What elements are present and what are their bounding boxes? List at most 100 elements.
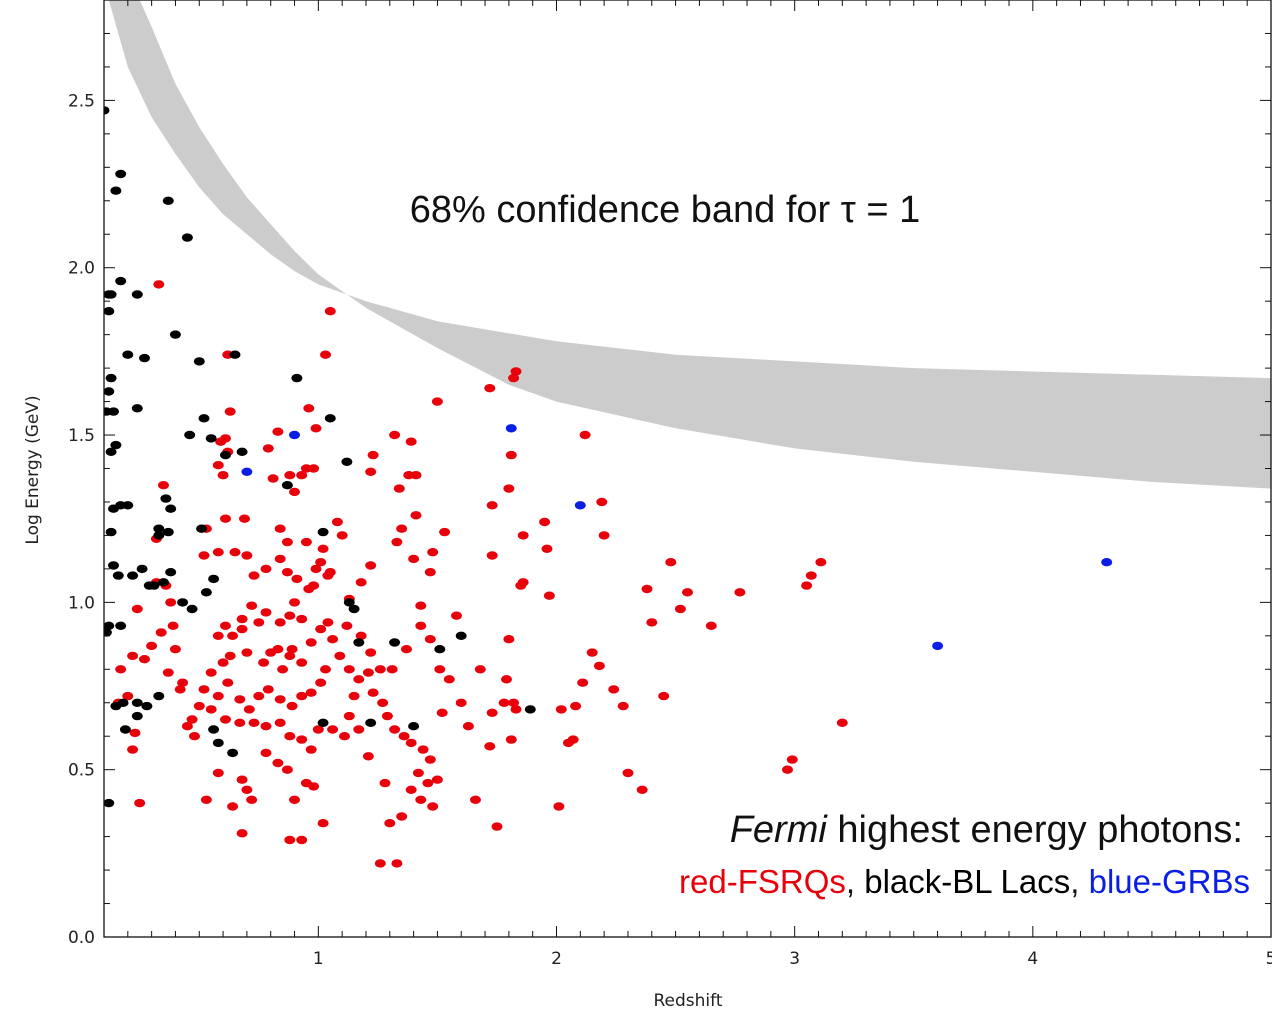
data-point-bl-lacs — [153, 524, 165, 533]
data-point-fsrqs — [415, 795, 427, 804]
data-point-fsrqs — [553, 802, 565, 811]
data-point-fsrqs — [486, 551, 498, 560]
data-point-fsrqs — [258, 658, 270, 667]
data-point-fsrqs — [539, 517, 551, 527]
data-point-fsrqs — [246, 795, 258, 804]
data-point-fsrqs — [424, 755, 436, 764]
data-point-fsrqs — [401, 645, 412, 654]
data-point-bl-lacs — [119, 725, 131, 734]
band-annotation: 68% confidence band for τ = 1 — [410, 189, 920, 231]
data-point-fsrqs — [317, 544, 329, 553]
data-point-fsrqs — [260, 608, 272, 617]
data-point-fsrqs — [334, 651, 346, 661]
data-point-fsrqs — [289, 487, 300, 497]
data-point-fsrqs — [312, 725, 324, 734]
data-point-bl-lacs — [317, 527, 329, 537]
data-point-bl-lacs — [136, 564, 148, 574]
data-point-bl-lacs — [365, 718, 377, 727]
data-point-fsrqs — [398, 732, 410, 741]
data-point-fsrqs — [705, 621, 717, 630]
data-point-bl-lacs — [105, 373, 117, 383]
data-point-fsrqs — [391, 859, 403, 868]
data-point-fsrqs — [262, 444, 274, 453]
data-point-bl-lacs — [115, 169, 127, 179]
data-point-fsrqs — [365, 648, 377, 657]
x-tick-label: 5 — [1266, 949, 1272, 969]
data-point-fsrqs — [310, 564, 322, 574]
data-point-fsrqs — [286, 701, 298, 711]
legend-annotation-line1: Fermi highest energy photons: — [730, 809, 1243, 851]
data-point-bl-lacs — [110, 440, 122, 450]
data-point-fsrqs — [248, 718, 260, 727]
data-point-fsrqs — [229, 548, 241, 557]
x-axis-label: Redshift — [653, 991, 722, 1011]
data-point-fsrqs — [267, 474, 279, 483]
data-point-fsrqs — [641, 584, 653, 594]
data-point-fsrqs — [296, 691, 308, 701]
data-point-bl-lacs — [291, 373, 303, 383]
data-point-bl-lacs — [108, 407, 119, 416]
data-point-fsrqs — [367, 450, 379, 460]
data-point-bl-lacs — [122, 501, 134, 510]
data-point-bl-lacs — [348, 604, 360, 614]
data-point-fsrqs — [198, 551, 210, 560]
data-point-bl-lacs — [105, 290, 117, 299]
data-point-fsrqs — [227, 802, 239, 811]
fermi-italic: Fermi — [730, 809, 829, 851]
data-point-bl-lacs — [181, 233, 193, 242]
data-point-fsrqs — [284, 651, 296, 661]
data-point-fsrqs — [424, 568, 436, 577]
data-point-fsrqs — [296, 658, 308, 667]
data-point-fsrqs — [131, 604, 143, 614]
data-point-fsrqs — [503, 484, 515, 493]
data-point-fsrqs — [498, 698, 510, 707]
data-point-bl-lacs — [186, 604, 198, 614]
data-point-bl-lacs — [408, 722, 420, 731]
data-point-fsrqs — [427, 548, 439, 557]
data-point-fsrqs — [577, 678, 589, 687]
data-point-fsrqs — [122, 691, 134, 701]
data-point-bl-lacs — [177, 598, 189, 607]
data-point-fsrqs — [508, 373, 520, 383]
data-point-bl-lacs — [341, 457, 353, 466]
data-point-fsrqs — [381, 711, 393, 721]
data-point-fsrqs — [665, 558, 677, 567]
data-point-bl-lacs — [110, 186, 122, 195]
data-point-bl-lacs — [165, 504, 177, 513]
data-point-fsrqs — [567, 735, 579, 744]
data-point-fsrqs — [405, 437, 417, 446]
data-point-fsrqs — [274, 554, 286, 564]
data-point-fsrqs — [617, 701, 629, 711]
y-tick-labels: 0.0 0.5 1.0 1.5 2.0 2.5 — [68, 91, 95, 948]
data-point-fsrqs — [220, 621, 231, 630]
data-point-fsrqs — [305, 745, 317, 754]
y-tick-label: 2.5 — [68, 91, 95, 111]
data-point-fsrqs — [272, 427, 284, 436]
data-point-fsrqs — [134, 798, 146, 808]
data-point-fsrqs — [296, 835, 308, 845]
data-point-bl-lacs — [115, 621, 127, 630]
data-point-fsrqs — [484, 384, 496, 393]
data-point-fsrqs — [431, 775, 443, 784]
data-point-fsrqs — [658, 691, 670, 701]
data-point-fsrqs — [181, 722, 193, 731]
data-point-fsrqs — [234, 718, 246, 727]
data-point-fsrqs — [393, 484, 405, 493]
data-point-bl-lacs — [153, 691, 165, 701]
data-point-fsrqs — [200, 795, 212, 804]
data-point-bl-lacs — [131, 290, 143, 299]
data-point-fsrqs — [470, 795, 481, 804]
data-point-fsrqs — [336, 531, 348, 540]
data-point-fsrqs — [374, 859, 386, 868]
data-point-bl-lacs — [141, 701, 153, 711]
data-point-fsrqs — [212, 461, 224, 470]
data-point-fsrqs — [115, 665, 127, 674]
data-point-fsrqs — [646, 618, 658, 627]
data-point-bl-lacs — [162, 527, 174, 537]
data-point-fsrqs — [341, 621, 353, 630]
data-point-fsrqs — [408, 554, 420, 564]
confidence-band-layer — [108, 0, 1271, 489]
data-point-fsrqs — [517, 578, 529, 587]
data-point-fsrqs — [412, 768, 424, 778]
data-point-bl-lacs — [131, 404, 143, 413]
